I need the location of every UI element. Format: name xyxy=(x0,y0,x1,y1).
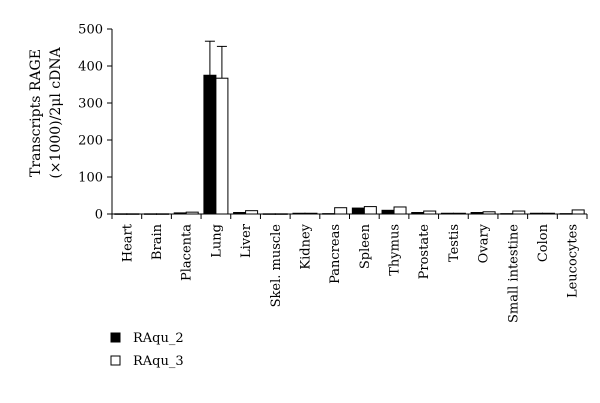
x-tick-label: Lung xyxy=(209,224,224,258)
bar-RAqu_2-Thymus xyxy=(381,209,395,215)
y-tick-label: 300 xyxy=(78,97,103,112)
legend: RAqu_2 RAqu_3 xyxy=(110,331,184,369)
bar-RAqu_2-Small intestine xyxy=(500,213,514,215)
y-tick-label: 400 xyxy=(78,60,103,75)
bar-RAqu_2-Ovary xyxy=(470,212,484,215)
bar-RAqu_3-Small intestine xyxy=(512,210,526,215)
x-tick-label: Heart xyxy=(120,223,135,262)
y-axis: 0 100 200 300 400 500 xyxy=(78,23,113,223)
bar-RAqu_2-Liver xyxy=(233,212,247,215)
x-tick-label: Pancreas xyxy=(328,224,343,284)
bar-RAqu_3-Heart xyxy=(126,213,140,215)
bars xyxy=(114,40,585,215)
x-tick-label: Liver xyxy=(239,223,254,258)
bar-RAqu_3-Ovary xyxy=(482,211,496,215)
bar-RAqu_2-Prostate xyxy=(411,212,425,215)
bar-RAqu_3-Placenta xyxy=(185,211,199,215)
bar-RAqu_2-Brain xyxy=(144,213,158,215)
x-tick-label: Brain xyxy=(150,223,165,260)
bar-RAqu_3-Lung xyxy=(215,77,229,215)
bar-RAqu_3-Prostate xyxy=(423,210,437,215)
legend-swatch-RAqu_2 xyxy=(110,332,121,343)
y-axis-label: Transcripts RAGE (×1000)/2μl cDNA xyxy=(28,46,64,178)
x-tick-label: Kidney xyxy=(298,223,313,269)
y-tick-label: 100 xyxy=(78,171,103,186)
x-tick-label: Leucocytes xyxy=(566,224,581,298)
bar-RAqu_3-Colon xyxy=(541,212,555,215)
bar-RAqu_2-Lung xyxy=(203,74,217,215)
bar-RAqu_3-Spleen xyxy=(363,206,377,215)
bar-RAqu_2-Colon xyxy=(529,212,543,215)
x-tick-label: Colon xyxy=(536,223,551,262)
y-tick-label: 200 xyxy=(78,134,103,149)
bar-RAqu_2-Placenta xyxy=(173,212,187,215)
x-tick-label: Small intestine xyxy=(506,224,521,323)
legend-swatch-RAqu_3 xyxy=(110,355,121,366)
y-tick-label: 500 xyxy=(78,23,103,38)
bar-RAqu_3-Pancreas xyxy=(334,207,348,215)
x-tick-label: Spleen xyxy=(358,223,373,269)
legend-label-RAqu_2: RAqu_2 xyxy=(133,331,184,346)
legend-label-RAqu_3: RAqu_3 xyxy=(133,354,184,369)
bar-RAqu_3-Kidney xyxy=(304,212,318,215)
x-tick-label: Thymus xyxy=(388,224,403,276)
bar-RAqu_3-Testis xyxy=(452,212,466,215)
y-axis-label-line1: Transcripts RAGE xyxy=(28,49,44,177)
y-tick-label: 0 xyxy=(95,208,103,223)
bar-RAqu_2-Skel. muscle xyxy=(262,213,276,215)
bar-RAqu_2-Testis xyxy=(440,212,454,215)
bar-RAqu_2-Kidney xyxy=(292,212,306,215)
x-axis: Heart Brain Placenta Lung Liver Skel. muscle K… xyxy=(111,213,588,323)
bar-RAqu_3-Brain xyxy=(156,213,170,215)
bar-RAqu_3-Liver xyxy=(245,210,259,215)
bar-RAqu_2-Heart xyxy=(114,213,128,215)
bar-RAqu_2-Leucocytes xyxy=(559,213,573,215)
bar-RAqu_3-Leucocytes xyxy=(571,209,585,215)
bar-RAqu_3-Thymus xyxy=(393,206,407,215)
x-tick-label: Placenta xyxy=(180,224,195,281)
bar-RAqu_3-Skel. muscle xyxy=(274,213,288,215)
y-axis-label-line2: (×1000)/2μl cDNA xyxy=(48,46,64,178)
x-tick-label: Skel. muscle xyxy=(269,224,284,308)
bar-RAqu_2-Spleen xyxy=(351,207,365,215)
x-tick-label: Testis xyxy=(447,224,462,262)
bar-RAqu_2-Pancreas xyxy=(322,213,336,215)
x-tick-label: Ovary xyxy=(477,223,492,263)
x-tick-label: Prostate xyxy=(417,224,432,280)
